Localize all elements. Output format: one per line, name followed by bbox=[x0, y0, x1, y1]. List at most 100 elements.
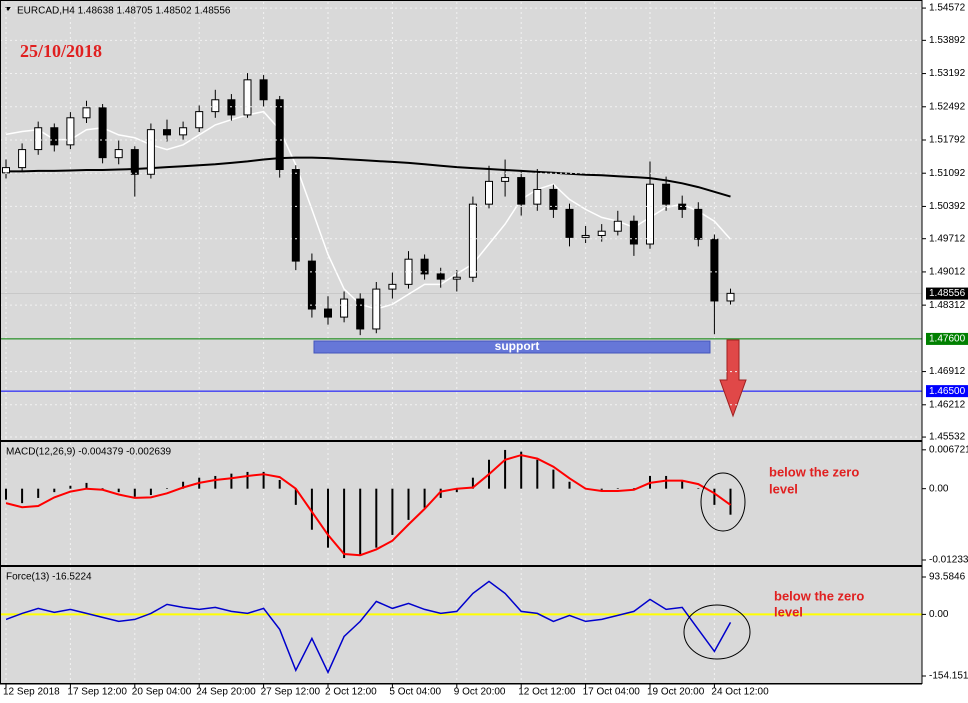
x-tick-label: 20 Sep 04:00 bbox=[132, 687, 192, 698]
y-tick-label: 1.48312 bbox=[929, 300, 966, 311]
x-tick-label: 2 Oct 12:00 bbox=[325, 687, 377, 698]
annotation: below the zero bbox=[769, 464, 859, 479]
macd-bar bbox=[391, 488, 394, 535]
macd-bar bbox=[166, 488, 168, 489]
macd-bar bbox=[53, 488, 56, 493]
price-level-label: 1.48556 bbox=[929, 288, 966, 299]
macd-bar bbox=[600, 488, 603, 490]
candle-body bbox=[275, 99, 284, 171]
y-tick-label: 0.00 bbox=[929, 609, 949, 620]
candle-body bbox=[211, 99, 220, 113]
candle-body bbox=[66, 117, 75, 146]
macd-bar bbox=[214, 475, 217, 489]
candle-body bbox=[549, 188, 558, 210]
y-tick-label: 1.49712 bbox=[929, 233, 966, 244]
macd-bar bbox=[504, 449, 507, 489]
candle-body bbox=[98, 107, 107, 159]
candle-body bbox=[501, 177, 510, 182]
y-tick-label: -0.012337 bbox=[929, 555, 968, 566]
candle-body bbox=[324, 308, 332, 318]
macd-bar bbox=[85, 482, 88, 489]
macd-bar bbox=[182, 481, 185, 489]
x-tick-label: 17 Oct 04:00 bbox=[583, 687, 641, 698]
candle-body bbox=[581, 234, 590, 238]
y-tick-label: 1.51092 bbox=[929, 168, 966, 179]
macd-bar bbox=[520, 451, 523, 489]
macd-bar bbox=[632, 488, 635, 489]
y-tick-label: 1.46912 bbox=[929, 366, 966, 377]
macd-bar bbox=[294, 488, 297, 505]
macd-bar bbox=[616, 488, 619, 489]
macd-bar bbox=[423, 488, 426, 508]
y-tick-label: 1.53892 bbox=[929, 35, 966, 46]
y-tick-label: 0.006721 bbox=[929, 444, 968, 455]
macd-bar bbox=[327, 488, 329, 548]
candle-body bbox=[485, 180, 493, 205]
macd-bar bbox=[536, 459, 539, 489]
y-tick-label: 93.5846 bbox=[929, 572, 966, 583]
pane-title: EURCAD,H4 1.48638 1.48705 1.48502 1.4855… bbox=[17, 6, 231, 17]
candle-body bbox=[259, 79, 268, 101]
candle-body bbox=[146, 129, 155, 175]
macd-bar bbox=[375, 488, 378, 548]
candle-body bbox=[356, 298, 365, 330]
force-line bbox=[5, 580, 732, 675]
macd-bar bbox=[262, 471, 265, 489]
macd-bar bbox=[117, 488, 120, 493]
annotation: below the zero bbox=[774, 588, 864, 603]
highlight-circle bbox=[700, 472, 746, 532]
candle-body bbox=[195, 111, 204, 129]
y-tick-label: 0.00 bbox=[929, 483, 949, 494]
candle-body bbox=[340, 298, 349, 318]
y-tick-label: 1.45532 bbox=[929, 432, 966, 443]
candle-body bbox=[468, 203, 477, 278]
support-label: support bbox=[495, 339, 540, 353]
candle-body bbox=[372, 288, 381, 330]
y-tick-label: 1.46212 bbox=[929, 399, 966, 410]
candle-body bbox=[227, 99, 236, 116]
candle-body bbox=[694, 208, 703, 240]
candle-body bbox=[130, 149, 139, 175]
macd-bar bbox=[278, 480, 281, 489]
candle-body bbox=[452, 276, 461, 280]
candle-body bbox=[710, 238, 719, 302]
price-level-badge bbox=[926, 385, 968, 398]
candle-body bbox=[50, 127, 59, 146]
macd-bar bbox=[729, 488, 732, 515]
price-level-label: 1.47600 bbox=[929, 334, 966, 345]
x-tick-label: 19 Oct 20:00 bbox=[647, 687, 705, 698]
candle-body bbox=[726, 292, 735, 302]
y-tick-label: 1.50392 bbox=[929, 201, 966, 212]
macd-bar bbox=[359, 488, 362, 555]
candle-body bbox=[517, 177, 526, 205]
candle-body bbox=[629, 220, 638, 245]
candle-body bbox=[388, 283, 397, 290]
x-tick-label: 27 Sep 12:00 bbox=[261, 687, 321, 698]
moving-average bbox=[5, 110, 732, 310]
x-tick-label: 5 Oct 04:00 bbox=[389, 687, 441, 698]
pane-title: Force(13) -16.5224 bbox=[6, 572, 92, 583]
date-annotation: 25/10/2018 bbox=[20, 41, 102, 61]
x-tick-label: 12 Sep 2018 bbox=[3, 687, 60, 698]
candle-body bbox=[163, 129, 171, 136]
candle-body bbox=[18, 149, 27, 169]
macd-bar bbox=[310, 488, 313, 530]
macd-bar bbox=[439, 488, 442, 498]
price-level-badge bbox=[926, 287, 968, 300]
macd-bar bbox=[5, 488, 7, 500]
macd-bar bbox=[230, 473, 233, 489]
candle-body bbox=[597, 230, 606, 236]
candle-body bbox=[291, 169, 300, 262]
macd-bar bbox=[69, 485, 72, 489]
candle-body bbox=[82, 107, 91, 119]
macd-bar bbox=[407, 488, 410, 520]
macd-bar bbox=[665, 475, 668, 489]
candle-body bbox=[2, 167, 10, 174]
macd-bar bbox=[343, 488, 346, 559]
x-tick-label: 24 Oct 12:00 bbox=[711, 687, 769, 698]
macd-bar bbox=[697, 488, 700, 489]
macd-bar bbox=[101, 488, 104, 489]
macd-bar bbox=[455, 488, 458, 493]
y-tick-label: 1.51792 bbox=[929, 135, 966, 146]
